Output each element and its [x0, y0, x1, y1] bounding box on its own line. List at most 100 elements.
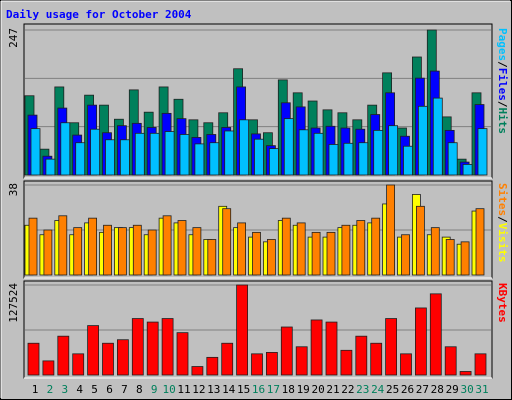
bar [224, 130, 235, 176]
bar [296, 222, 306, 276]
legend-separator: / [496, 61, 509, 68]
x-tick-label: 8 [136, 383, 143, 396]
bar [179, 134, 190, 176]
bar [313, 132, 324, 176]
bar [388, 125, 399, 176]
bar [280, 326, 293, 376]
bar [295, 346, 308, 376]
bar [43, 229, 53, 276]
bar [58, 215, 68, 276]
bar [73, 227, 83, 276]
bar [177, 220, 187, 276]
bar [118, 227, 127, 276]
bar [371, 217, 381, 276]
x-tick-label: 28 [431, 383, 444, 396]
x-tick-label: 9 [151, 383, 158, 396]
bar [475, 208, 485, 276]
bar [237, 222, 247, 276]
bar [27, 342, 40, 376]
bar [132, 224, 142, 276]
x-tick-label: 26 [401, 383, 414, 396]
bar [191, 366, 204, 376]
y-tick-label: 247 [7, 28, 20, 48]
bar [147, 229, 157, 276]
bar [236, 284, 249, 376]
x-tick-label: 3 [61, 383, 68, 396]
bar [474, 353, 487, 376]
bar [370, 342, 383, 376]
bar [477, 128, 488, 176]
bar [176, 332, 189, 376]
bar [87, 325, 99, 376]
y-tick-label: 127524 [7, 283, 20, 323]
bar [265, 352, 278, 376]
legend-entry: Hits [496, 108, 509, 135]
bar [358, 142, 369, 176]
bar [447, 142, 458, 176]
bar [192, 227, 202, 276]
bar [222, 208, 232, 276]
bar [162, 215, 172, 276]
bar [45, 158, 56, 176]
x-tick-label: 12 [192, 383, 205, 396]
x-tick-label: 24 [371, 383, 385, 396]
legend: Pages/Files/Hits [496, 28, 509, 134]
legend-separator: / [496, 101, 509, 108]
chart-title: Daily usage for October 2004 [6, 8, 192, 21]
x-tick-label: 25 [386, 383, 399, 396]
x-tick-label: 22 [341, 383, 354, 396]
bar [310, 319, 323, 376]
x-tick-label: 27 [416, 383, 429, 396]
bar [57, 335, 70, 376]
bar [251, 353, 263, 376]
x-tick-label: 10 [162, 383, 175, 396]
bar [341, 224, 351, 276]
bar [356, 220, 366, 276]
bar [75, 142, 86, 176]
bar [254, 138, 264, 176]
bar [414, 307, 427, 376]
bar [28, 217, 38, 276]
bar [281, 217, 291, 276]
x-tick-label: 17 [267, 383, 280, 396]
bar [120, 139, 130, 176]
bar [60, 122, 71, 176]
legend-entry: Files [496, 68, 509, 101]
bar [239, 119, 250, 176]
x-tick-label: 14 [222, 383, 236, 396]
bar [386, 184, 396, 276]
x-tick-label: 19 [297, 383, 310, 396]
legend-entry: Sites [496, 183, 509, 216]
bar [355, 335, 368, 376]
bar [340, 349, 353, 376]
bar [209, 142, 220, 176]
x-tick-label: 2 [47, 383, 54, 396]
bar [328, 144, 339, 176]
bar [325, 321, 338, 376]
x-tick-label: 20 [311, 383, 324, 396]
bar [161, 318, 174, 376]
bar [42, 360, 55, 376]
y-tick-label: 38 [7, 183, 20, 196]
bar [164, 131, 175, 176]
legend-separator: / [496, 216, 509, 223]
bar [283, 118, 294, 176]
bar [430, 227, 440, 276]
legend-entry: KBytes [496, 283, 509, 323]
x-tick-label: 7 [121, 383, 128, 396]
bar [206, 356, 219, 376]
bar [268, 148, 279, 176]
bar [194, 143, 205, 176]
bar [105, 139, 115, 176]
x-tick-label: 18 [282, 383, 295, 396]
bar [298, 129, 309, 176]
bar [252, 231, 261, 276]
x-tick-label: 21 [326, 383, 339, 396]
bar [326, 231, 336, 276]
bar [444, 346, 457, 376]
x-tick-label: 6 [106, 383, 113, 396]
bar [401, 234, 410, 276]
bar [343, 142, 354, 176]
